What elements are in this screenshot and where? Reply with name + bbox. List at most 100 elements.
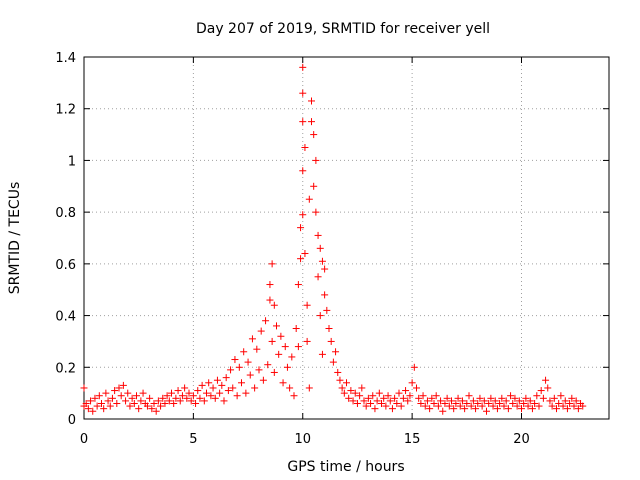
data-point — [336, 376, 344, 384]
data-point — [224, 387, 232, 395]
data-point — [305, 195, 313, 203]
data-point — [312, 208, 320, 216]
y-tick-label: 0 — [68, 413, 76, 428]
data-point — [148, 405, 156, 413]
data-point — [489, 402, 497, 410]
data-point — [454, 394, 462, 402]
data-point — [126, 402, 134, 410]
data-point — [467, 402, 475, 410]
data-point — [410, 363, 418, 371]
data-point — [419, 392, 427, 400]
data-point — [395, 389, 403, 397]
data-point — [231, 356, 239, 364]
data-point — [546, 397, 554, 405]
data-point — [124, 389, 132, 397]
data-point — [498, 394, 506, 402]
data-point — [238, 379, 245, 387]
data-point — [548, 402, 556, 410]
x-tick-label: 15 — [404, 432, 421, 447]
data-point — [542, 376, 550, 384]
data-point — [308, 97, 315, 105]
data-point — [84, 405, 92, 413]
data-point — [152, 407, 160, 415]
data-point — [305, 384, 313, 392]
data-point — [557, 392, 565, 400]
data-point — [452, 399, 460, 407]
data-point — [80, 384, 88, 392]
data-point — [301, 144, 309, 151]
data-point — [115, 384, 123, 392]
data-point — [561, 397, 569, 405]
y-tick-label: 1 — [68, 154, 76, 169]
data-point — [349, 397, 357, 405]
data-point — [297, 224, 305, 232]
data-point — [345, 394, 353, 402]
data-point — [572, 397, 580, 405]
data-point — [174, 387, 182, 395]
data-point — [87, 397, 95, 405]
data-point — [255, 366, 263, 374]
data-point — [524, 402, 532, 410]
data-point — [205, 379, 213, 387]
data-point — [89, 407, 97, 415]
data-point — [270, 301, 278, 309]
data-point — [137, 397, 145, 405]
data-point — [310, 131, 318, 139]
data-point — [408, 379, 416, 387]
data-point — [559, 402, 567, 410]
data-point — [220, 397, 228, 405]
data-point — [509, 399, 517, 407]
data-point — [196, 394, 204, 402]
y-tick-label: 1.4 — [55, 51, 76, 66]
data-point — [297, 255, 305, 263]
data-point — [135, 405, 143, 413]
grid — [84, 57, 609, 419]
data-point — [91, 394, 99, 402]
data-point — [500, 402, 508, 410]
data-point — [242, 389, 250, 397]
data-point — [458, 397, 466, 405]
data-point — [450, 405, 458, 413]
y-axis-label: SRMTID / TECUs — [7, 182, 23, 295]
data-point — [511, 394, 519, 402]
data-point — [439, 407, 447, 415]
data-point — [279, 379, 287, 387]
data-point — [183, 394, 191, 402]
data-point — [98, 399, 105, 407]
data-point — [172, 394, 180, 402]
data-point — [303, 337, 311, 345]
data-point — [154, 397, 162, 405]
data-point — [406, 392, 414, 400]
data-point — [343, 379, 350, 387]
data-point — [314, 273, 322, 281]
data-point — [393, 399, 401, 407]
data-point — [579, 402, 587, 410]
data-point — [268, 260, 276, 268]
data-point — [520, 399, 528, 407]
data-point — [218, 381, 226, 389]
data-point — [246, 371, 254, 379]
data-point — [117, 392, 125, 400]
data-point — [211, 394, 219, 402]
data-point — [235, 363, 243, 371]
data-point — [143, 402, 151, 410]
data-point — [290, 392, 298, 400]
data-point — [369, 392, 377, 400]
data-point — [338, 384, 346, 392]
data-point — [189, 392, 197, 400]
data-point — [563, 405, 571, 413]
data-point — [139, 389, 147, 397]
data-point — [104, 397, 112, 405]
data-point — [570, 402, 578, 410]
y-tick-label: 0.2 — [55, 361, 76, 376]
data-point — [550, 394, 558, 402]
data-point — [227, 366, 235, 374]
data-point — [443, 394, 451, 402]
y-tick-label: 0.6 — [55, 258, 76, 273]
data-point — [329, 358, 337, 366]
data-point — [286, 384, 294, 392]
data-point — [216, 389, 224, 397]
data-point — [281, 343, 289, 351]
data-point — [404, 397, 412, 405]
data-point — [176, 397, 184, 405]
